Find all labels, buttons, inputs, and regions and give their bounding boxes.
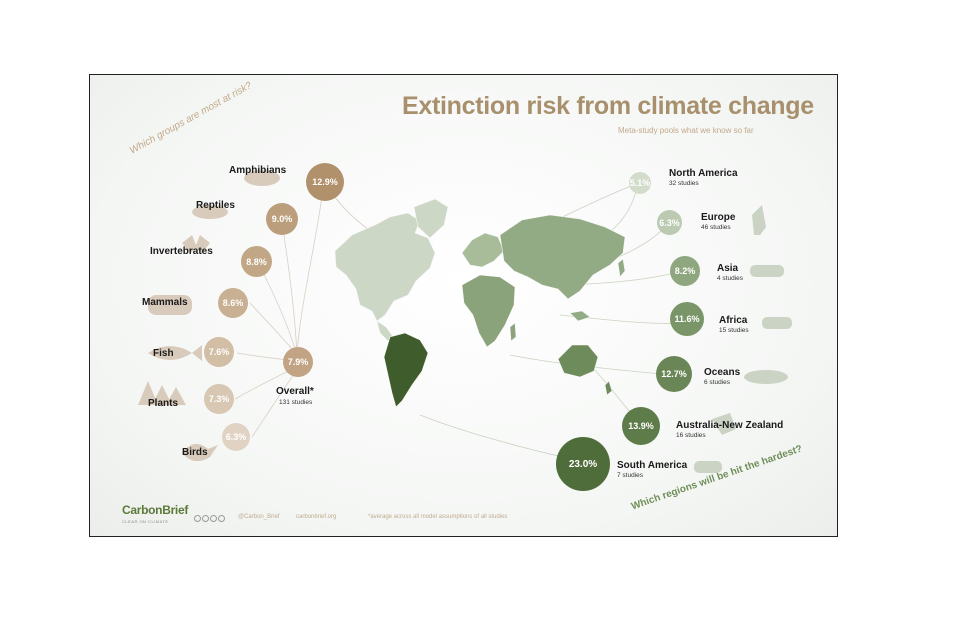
overall-studies: 131 studies <box>279 399 313 406</box>
region-studies-north-america: 32 studies <box>669 180 699 187</box>
region-value-circle: 8.2% <box>670 256 700 286</box>
butterfly-icon <box>182 235 210 253</box>
region-studies-south-america: 7 studies <box>617 472 644 479</box>
group-label-invertebrates: Invertebrates <box>150 246 213 257</box>
region-label-africa: Africa <box>719 315 748 326</box>
region-label-north-america: North America <box>669 168 738 179</box>
lizard-icon <box>192 205 228 219</box>
by-icon <box>202 515 209 522</box>
region-value-circle: 11.6% <box>670 302 704 336</box>
nd-icon <box>218 515 225 522</box>
region-studies-europe: 46 studies <box>701 224 731 231</box>
lion-icon <box>762 317 792 329</box>
infographic: Extinction risk from climate change Meta… <box>89 74 838 537</box>
logo-tagline: CLEAR ON CLIMATE <box>122 519 169 524</box>
region-label-australia-nz: Australia-New Zealand <box>676 420 784 431</box>
region-label-europe: Europe <box>701 212 736 223</box>
region-label-south-america: South America <box>617 460 688 471</box>
map-and-connectors <box>234 180 684 462</box>
region-label-oceans: Oceans <box>704 367 741 378</box>
region-value-circle: 5.1% <box>629 172 651 194</box>
website-link[interactable]: carbonbrief.org <box>296 514 337 520</box>
overall-label: Overall* <box>276 386 314 397</box>
region-studies-africa: 15 studies <box>719 327 749 334</box>
footnote: *average across all model assumptions of… <box>368 514 508 520</box>
region-value-circle: 12.7% <box>656 356 692 392</box>
group-label-amphibians: Amphibians <box>229 165 287 176</box>
tiger-icon <box>750 265 784 277</box>
group-value-circle: 8.6% <box>218 288 248 318</box>
group-label-mammals: Mammals <box>142 297 188 308</box>
bear-icon <box>148 295 192 315</box>
twitter-handle: @Carbon_Brief <box>238 514 280 520</box>
region-studies-asia: 4 studies <box>717 275 744 282</box>
group-silhouettes <box>138 170 792 473</box>
cc-icon <box>194 515 201 522</box>
page-subtitle: Meta-study pools what we know so far <box>618 126 754 135</box>
overall-value-circle: 7.9% <box>283 347 313 377</box>
whale-icon <box>744 370 788 384</box>
region-value-circle: 6.3% <box>657 210 682 235</box>
carbonbrief-logo: CarbonBrief <box>122 503 189 517</box>
bear-icon <box>694 461 722 473</box>
group-value-circle: 12.9% <box>306 163 344 201</box>
tree-icon <box>138 381 186 405</box>
world-map <box>334 198 626 408</box>
group-value-circle: 9.0% <box>266 203 298 235</box>
deer-icon <box>752 205 766 235</box>
bird-icon <box>182 443 218 462</box>
group-label-reptiles: Reptiles <box>196 200 235 211</box>
kangaroo-icon <box>712 413 736 435</box>
page-title: Extinction risk from climate change <box>402 92 814 120</box>
group-label-birds: Birds <box>182 447 208 458</box>
group-value-circle: 6.3% <box>222 423 250 451</box>
frog-icon <box>244 170 280 186</box>
region-studies-oceans: 6 studies <box>704 379 731 386</box>
nc-icon <box>210 515 217 522</box>
region-label-asia: Asia <box>717 263 739 274</box>
group-value-circle: 7.3% <box>204 384 234 414</box>
region-value-circle: 23.0% <box>556 437 610 491</box>
region-studies-australia-nz: 16 studies <box>676 432 706 439</box>
region-value-circle: 13.9% <box>622 407 660 445</box>
group-value-circle: 7.6% <box>204 337 234 367</box>
group-label-fish: Fish <box>153 348 174 359</box>
group-label-plants: Plants <box>148 398 179 409</box>
fish-icon <box>148 345 202 361</box>
group-value-circle: 8.8% <box>241 246 272 277</box>
